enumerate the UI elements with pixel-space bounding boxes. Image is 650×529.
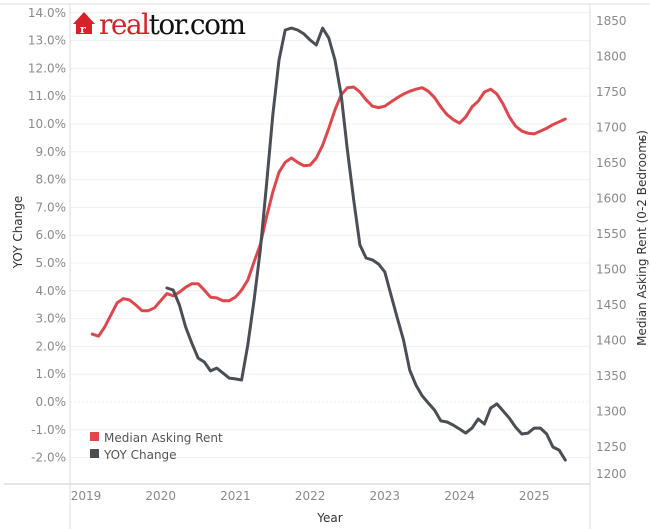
x-tick-label: 2023 [370, 489, 401, 503]
y-right-tick-label: 1650 [596, 156, 627, 170]
y-right-tick-label: 1200 [596, 467, 627, 481]
y-left-tick-label: 11.0% [28, 89, 66, 103]
y-left-tick-label: 0.0% [36, 395, 67, 409]
tick-labels: 14.0% 13.0% 12.0% 11.0% 10.0% 9.0% 8.0% 7.0% 6.0… [28, 6, 627, 503]
x-tick-label: 2022 [295, 489, 326, 503]
y-left-tick-label: 10.0% [28, 117, 66, 131]
y-left-tick-label: 2.0% [36, 339, 67, 353]
y-left-tick-label: 9.0% [36, 145, 67, 159]
y-right-tick-label: 1600 [596, 192, 627, 206]
y-right-tick-label: 1400 [596, 334, 627, 348]
series-line-yoy-change [165, 26, 567, 462]
y-left-tick-label: 13.0% [28, 34, 66, 48]
x-tick-label: 2025 [519, 489, 550, 503]
y-right-tick-label: 1350 [596, 369, 627, 383]
pin-icon: ✦ [639, 136, 649, 144]
logo-text-black: tor.com [149, 8, 246, 41]
y-left-tick-label: 8.0% [36, 173, 67, 187]
gridlines [70, 12, 590, 459]
y-left-tick-label: 5.0% [36, 256, 67, 270]
y-right-tick-label: 1700 [596, 121, 627, 135]
y-left-axis-title: YOY Change [11, 196, 25, 270]
x-tick-label: 2020 [145, 489, 176, 503]
logo-text-red: real [99, 8, 150, 41]
series-line-median-asking-rent [90, 85, 567, 338]
y-right-tick-label: 1850 [596, 14, 627, 28]
y-left-tick-label: 14.0% [28, 6, 66, 20]
y-right-axis-title: Median Asking Rent (0-2 Bedrooms) [635, 130, 649, 346]
y-right-tick-label: 1300 [596, 405, 627, 419]
y-right-tick-label: 1800 [596, 50, 627, 64]
legend: Median Asking Rent YOY Change [90, 431, 223, 462]
x-axis-title: Year [316, 511, 342, 525]
y-left-tick-label: 4.0% [36, 284, 67, 298]
y-left-tick-label: -1.0% [31, 423, 66, 437]
y-left-tick-label: 1.0% [36, 367, 67, 381]
y-right-tick-label: 1250 [596, 440, 627, 454]
y-left-tick-label: 3.0% [36, 312, 67, 326]
y-left-tick-label: -2.0% [31, 451, 66, 465]
series-lines [90, 26, 567, 462]
y-right-tick-label: 1500 [596, 263, 627, 277]
y-left-tick-label: 12.0% [28, 61, 66, 75]
y-right-tick-label: 1750 [596, 85, 627, 99]
legend-swatch-yoy [90, 449, 99, 458]
house-icon: r [73, 12, 95, 36]
x-tick-label: 2024 [444, 489, 475, 503]
svg-text:realtor.com: realtor.com [99, 8, 245, 41]
legend-swatch-rent [90, 432, 99, 441]
x-tick-label: 2021 [220, 489, 251, 503]
x-tick-label: 2019 [71, 489, 102, 503]
legend-label-yoy: YOY Change [103, 448, 177, 462]
y-right-tick-label: 1550 [596, 227, 627, 241]
y-left-tick-label: 6.0% [36, 228, 67, 242]
y-right-tick-label: 1450 [596, 298, 627, 312]
y-left-tick-label: 7.0% [36, 200, 67, 214]
svg-text:r: r [80, 23, 86, 36]
legend-label-rent: Median Asking Rent [104, 431, 223, 445]
realtor-logo: r realtor.com [73, 8, 247, 41]
